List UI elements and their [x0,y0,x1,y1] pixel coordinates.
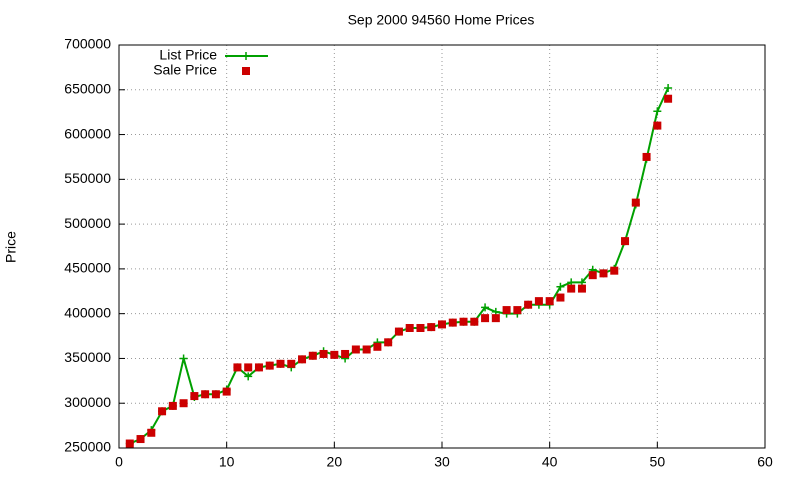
point [481,303,490,312]
point [190,392,199,401]
legend-marker [242,52,250,60]
y-tick-label: 250000 [64,439,111,455]
x-tick-label: 10 [219,454,235,470]
point [298,355,307,364]
y-tick-label: 300000 [64,394,111,410]
point [405,323,414,332]
point [201,390,210,399]
point [233,363,242,372]
point [438,320,446,329]
y-axis-label: Price [3,231,19,263]
point [373,342,382,351]
x-tick-label: 40 [542,454,558,470]
point [319,349,328,358]
point [427,323,436,332]
point [513,306,522,315]
point [265,361,274,370]
point [556,293,565,302]
x-tick-label: 20 [327,454,343,470]
y-tick-label: 450000 [64,260,111,276]
point [621,237,630,246]
point [168,401,177,410]
point [125,439,134,448]
point [341,349,350,358]
y-tick-label: 650000 [64,80,111,96]
point [254,363,263,372]
point [147,428,156,437]
x-tick-label: 0 [115,454,123,470]
point [211,390,220,399]
point [631,198,640,207]
point [448,318,457,327]
point [179,354,188,363]
legend-label: Sale Price [153,62,217,78]
point [362,345,371,354]
y-tick-label: 400000 [64,304,111,320]
point [179,399,188,408]
y-tick-label: 600000 [64,125,111,141]
point [308,351,317,360]
x-tick-label: 50 [650,454,666,470]
point [481,314,490,323]
point [567,284,576,293]
point [491,314,500,323]
point [502,306,511,315]
point [158,407,167,416]
point [244,363,253,372]
point [577,284,586,293]
legend-label: List Price [159,47,217,63]
point [588,271,597,280]
legend-marker [242,67,250,75]
point [222,387,231,396]
point [556,282,565,291]
point [534,297,543,306]
point [287,359,296,368]
chart-title: Sep 2000 94560 Home Prices [348,12,535,28]
point [244,372,253,381]
series-line [129,87,670,445]
point [394,327,403,336]
y-tick-label: 500000 [64,215,111,231]
point [653,107,662,116]
point [524,300,533,309]
point [276,359,285,368]
point [384,338,393,347]
plot-frame [118,44,766,449]
y-tick-label: 550000 [64,170,111,186]
y-tick-label: 350000 [64,349,111,365]
point [351,345,360,354]
y-tick-label: 700000 [64,36,111,52]
point [642,152,651,161]
point [599,269,608,278]
point [610,266,619,275]
point [416,323,425,332]
x-tick-label: 30 [434,454,450,470]
point [136,435,145,444]
x-tick-label: 60 [757,454,773,470]
point [653,121,662,130]
point [330,350,339,359]
point [664,83,673,92]
point [470,317,479,326]
point [459,317,468,326]
point [664,94,673,103]
point [545,297,554,306]
